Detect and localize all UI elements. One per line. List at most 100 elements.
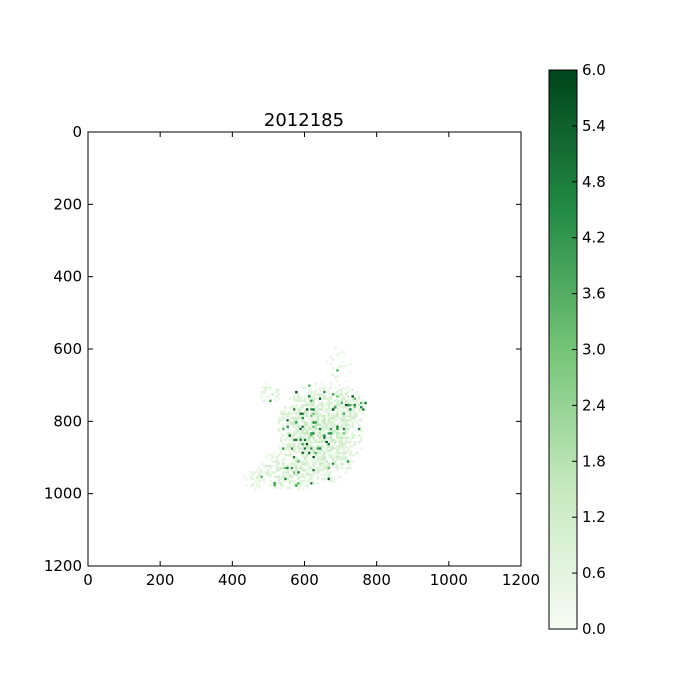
heatmap-cell bbox=[303, 477, 307, 481]
heatmap-cell bbox=[292, 421, 296, 424]
heatmap-cell bbox=[314, 423, 318, 426]
heatmap-cell bbox=[299, 479, 302, 483]
heatmap-cell bbox=[301, 473, 305, 476]
heatmap-cell bbox=[305, 395, 309, 398]
heatmap-cell bbox=[292, 408, 296, 411]
heatmap-cell bbox=[327, 403, 331, 407]
heatmap-cell bbox=[336, 390, 339, 394]
heatmap-cell bbox=[336, 423, 339, 426]
heatmap-cell bbox=[321, 397, 324, 400]
heatmap-cell bbox=[284, 471, 287, 474]
colorbar-tick-label: 5.4 bbox=[582, 117, 606, 135]
heatmap-cell bbox=[323, 466, 326, 470]
heatmap-cell bbox=[286, 443, 289, 446]
heatmap-cell bbox=[312, 408, 315, 411]
heatmap-cell bbox=[316, 414, 320, 418]
heatmap-cell bbox=[262, 388, 266, 392]
heatmap-cell bbox=[292, 456, 296, 459]
heatmap-cell bbox=[290, 406, 294, 409]
heatmap-cell bbox=[329, 386, 333, 390]
heatmap-cell bbox=[347, 430, 350, 433]
heatmap-cell bbox=[362, 408, 365, 411]
heatmap-cell bbox=[331, 447, 335, 450]
heatmap-cell bbox=[331, 419, 335, 422]
heatmap-cell bbox=[331, 453, 335, 457]
heatmap-cell bbox=[303, 451, 307, 455]
heatmap-cell bbox=[279, 477, 283, 481]
heatmap-cell bbox=[318, 403, 322, 407]
heatmap-cell bbox=[329, 438, 333, 442]
heatmap-cell bbox=[318, 436, 322, 439]
heatmap-cell bbox=[334, 345, 337, 348]
heatmap-cell bbox=[316, 471, 320, 474]
colorbar-tick-label: 3.0 bbox=[582, 341, 606, 359]
heatmap-cell bbox=[303, 434, 307, 437]
heatmap-cell bbox=[340, 419, 344, 422]
heatmap-cell bbox=[314, 406, 318, 409]
heatmap-cell bbox=[310, 419, 313, 422]
heatmap-cell bbox=[340, 440, 344, 444]
heatmap-cell bbox=[305, 412, 309, 416]
heatmap-cell bbox=[264, 456, 268, 459]
heatmap-cell bbox=[357, 403, 361, 407]
heatmap-cell bbox=[305, 453, 309, 457]
heatmap-cell bbox=[308, 401, 311, 405]
heatmap-cell bbox=[301, 423, 305, 426]
heatmap-cell bbox=[347, 460, 350, 463]
heatmap-cell bbox=[318, 462, 322, 466]
heatmap-cell bbox=[321, 473, 324, 476]
heatmap-cell bbox=[299, 416, 302, 420]
heatmap-cell bbox=[351, 410, 354, 413]
heatmap-cell bbox=[360, 438, 363, 442]
heatmap-cell bbox=[342, 425, 346, 429]
heatmap-cell bbox=[310, 440, 313, 444]
heatmap-cell bbox=[269, 458, 272, 461]
heatmap-cell bbox=[299, 397, 302, 400]
heatmap-cell bbox=[323, 414, 326, 418]
heatmap-cell bbox=[288, 464, 292, 468]
heatmap-cell bbox=[321, 453, 324, 457]
heatmap-cell bbox=[251, 482, 255, 485]
heatmap-cell bbox=[318, 401, 322, 405]
heatmap-cell bbox=[325, 410, 328, 413]
heatmap-cell bbox=[258, 484, 261, 487]
heatmap-cell bbox=[305, 462, 309, 466]
heatmap-cell bbox=[331, 462, 335, 466]
heatmap-cell bbox=[288, 421, 292, 424]
heatmap-cell bbox=[357, 440, 361, 444]
heatmap-cell bbox=[310, 469, 313, 472]
heatmap-cell bbox=[279, 482, 283, 485]
heatmap-cell bbox=[340, 438, 344, 442]
heatmap-cell bbox=[312, 449, 315, 453]
heatmap-cell bbox=[325, 360, 328, 364]
heatmap-cell bbox=[321, 445, 324, 448]
y-tick-label: 1000 bbox=[44, 485, 82, 503]
heatmap-cell bbox=[331, 358, 335, 361]
heatmap-cell bbox=[297, 397, 300, 400]
heatmap-cell bbox=[290, 462, 294, 466]
heatmap-cell bbox=[288, 432, 292, 435]
heatmap-cell bbox=[325, 443, 328, 446]
heatmap-cell bbox=[256, 469, 259, 472]
heatmap-cell bbox=[310, 414, 313, 418]
heatmap-cell bbox=[266, 386, 270, 390]
heatmap-cell bbox=[347, 425, 350, 429]
heatmap-cell bbox=[364, 408, 367, 411]
heatmap-cell bbox=[327, 397, 331, 400]
heatmap-cell bbox=[299, 453, 302, 457]
heatmap-cell bbox=[264, 464, 268, 468]
heatmap-cell bbox=[347, 408, 350, 411]
heatmap-cell bbox=[264, 473, 268, 476]
heatmap-cell bbox=[273, 460, 276, 463]
x-tick-label: 800 bbox=[362, 571, 391, 589]
heatmap-cell bbox=[340, 397, 344, 400]
heatmap-cell bbox=[310, 445, 313, 448]
heatmap-cell bbox=[329, 401, 333, 405]
heatmap-cell bbox=[338, 434, 341, 437]
heatmap-cell bbox=[338, 440, 341, 444]
heatmap-cell bbox=[342, 416, 346, 420]
heatmap-cell bbox=[282, 447, 285, 450]
heatmap-cell bbox=[284, 438, 287, 442]
heatmap-cell bbox=[321, 466, 324, 470]
heatmap-cell bbox=[329, 395, 333, 398]
